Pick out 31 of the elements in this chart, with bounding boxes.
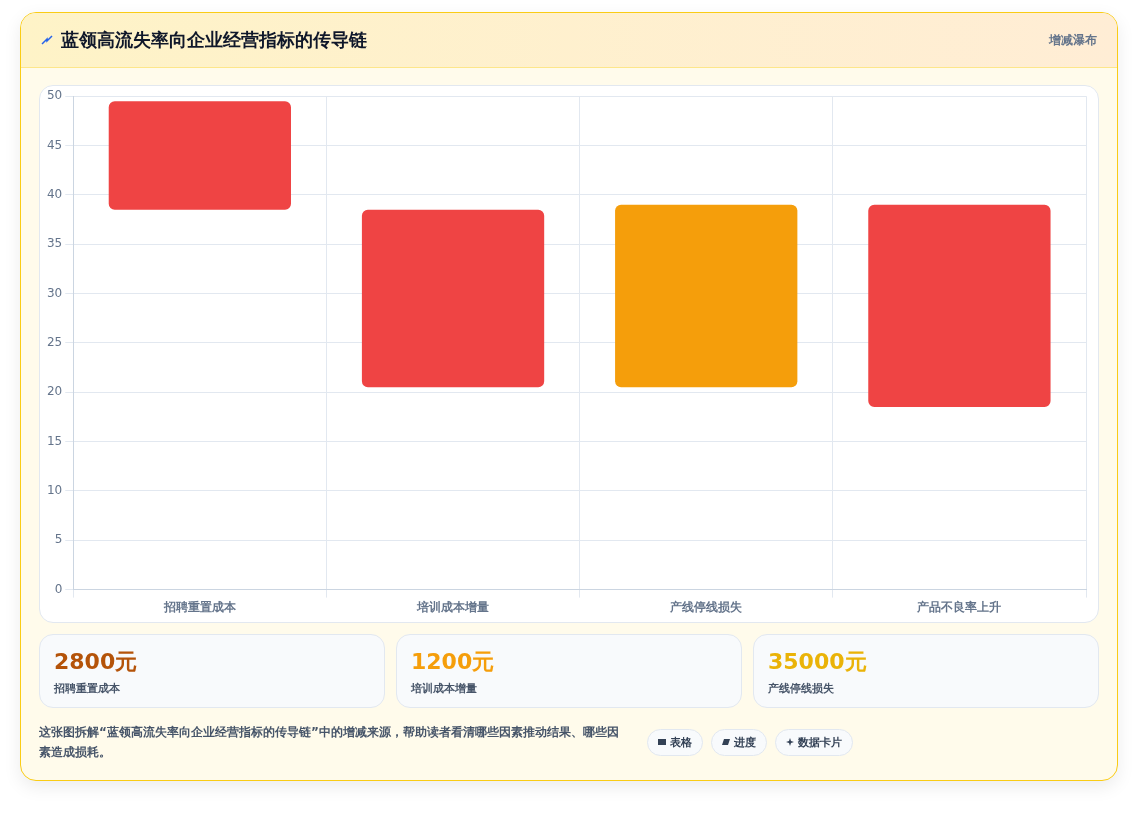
bar bbox=[108, 101, 292, 210]
bar bbox=[361, 209, 545, 388]
bar bbox=[615, 204, 798, 388]
text: 产线停线损失 bbox=[768, 681, 835, 696]
chart-subtitle: 增减瀑布 bbox=[1049, 31, 1097, 49]
text: 数据卡片 bbox=[798, 734, 842, 750]
y-tick-label: 0 bbox=[54, 581, 63, 596]
text: 35000元 bbox=[768, 648, 868, 676]
text: 进度 bbox=[734, 734, 756, 750]
text: 2800元 bbox=[54, 648, 139, 676]
y-tick-label: 25 bbox=[46, 335, 63, 350]
y-tick-label: 50 bbox=[46, 88, 63, 103]
x-tick-label: 产线停线损失 bbox=[669, 599, 744, 614]
y-tick-label: 15 bbox=[46, 433, 63, 448]
y-tick-label: 20 bbox=[46, 384, 63, 399]
y-tick-label: 45 bbox=[46, 137, 63, 152]
y-tick-label: 30 bbox=[46, 285, 63, 300]
text: 招聘重置成本 bbox=[54, 681, 121, 696]
y-tick-label: 10 bbox=[46, 483, 63, 498]
y-tick-label: 40 bbox=[46, 187, 63, 202]
text: 培训成本增量 bbox=[411, 681, 478, 696]
chart-title: 蓝领高流失率向企业经营指标的传导链 bbox=[61, 28, 367, 52]
y-tick-label: 35 bbox=[46, 236, 63, 251]
text: 1200元 bbox=[411, 648, 496, 676]
x-tick-label: 产品不良率上升 bbox=[916, 599, 1002, 614]
text: 表格 bbox=[670, 734, 692, 750]
x-tick-label: 培训成本增量 bbox=[416, 599, 490, 614]
bar bbox=[868, 204, 1051, 408]
text: 这张图拆解“蓝领高流失率向企业经营指标的传导链”中的增减来源，帮助读者看清哪些因素推动结果、哪些因素造成损耗。 bbox=[39, 724, 619, 761]
x-tick-label: 招聘重置成本 bbox=[162, 599, 237, 614]
y-tick-label: 5 bbox=[54, 532, 63, 547]
